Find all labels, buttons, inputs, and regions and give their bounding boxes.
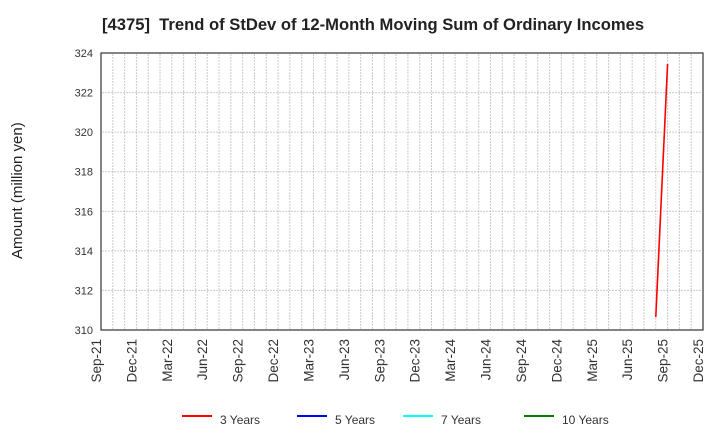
svg-text:Dec-21: Dec-21	[124, 339, 139, 383]
svg-text:Mar-25: Mar-25	[585, 339, 600, 382]
svg-text:Dec-23: Dec-23	[408, 339, 423, 383]
svg-text:Sep-25: Sep-25	[656, 339, 671, 383]
svg-text:Mar-23: Mar-23	[301, 339, 316, 382]
svg-text:320: 320	[75, 127, 93, 139]
svg-text:310: 310	[75, 325, 93, 337]
svg-text:Dec-22: Dec-22	[266, 339, 281, 383]
svg-text:Mar-24: Mar-24	[443, 339, 458, 382]
svg-text:322: 322	[75, 88, 93, 100]
svg-text:Mar-22: Mar-22	[160, 339, 175, 382]
svg-text:Dec-24: Dec-24	[549, 339, 564, 383]
svg-text:Jun-24: Jun-24	[479, 339, 494, 381]
svg-text:Dec-25: Dec-25	[691, 339, 706, 383]
svg-text:Jun-22: Jun-22	[195, 339, 210, 380]
svg-text:312: 312	[75, 285, 93, 297]
svg-text:Sep-23: Sep-23	[372, 339, 387, 383]
svg-text:324: 324	[75, 48, 93, 60]
svg-text:Sep-21: Sep-21	[89, 339, 104, 383]
svg-text:Sep-24: Sep-24	[514, 339, 529, 383]
svg-text:Jun-23: Jun-23	[337, 339, 352, 380]
svg-text:Jun-25: Jun-25	[620, 339, 635, 380]
svg-text:316: 316	[75, 206, 93, 218]
svg-text:Sep-22: Sep-22	[231, 339, 246, 383]
svg-text:314: 314	[75, 246, 93, 258]
svg-text:318: 318	[75, 167, 93, 179]
